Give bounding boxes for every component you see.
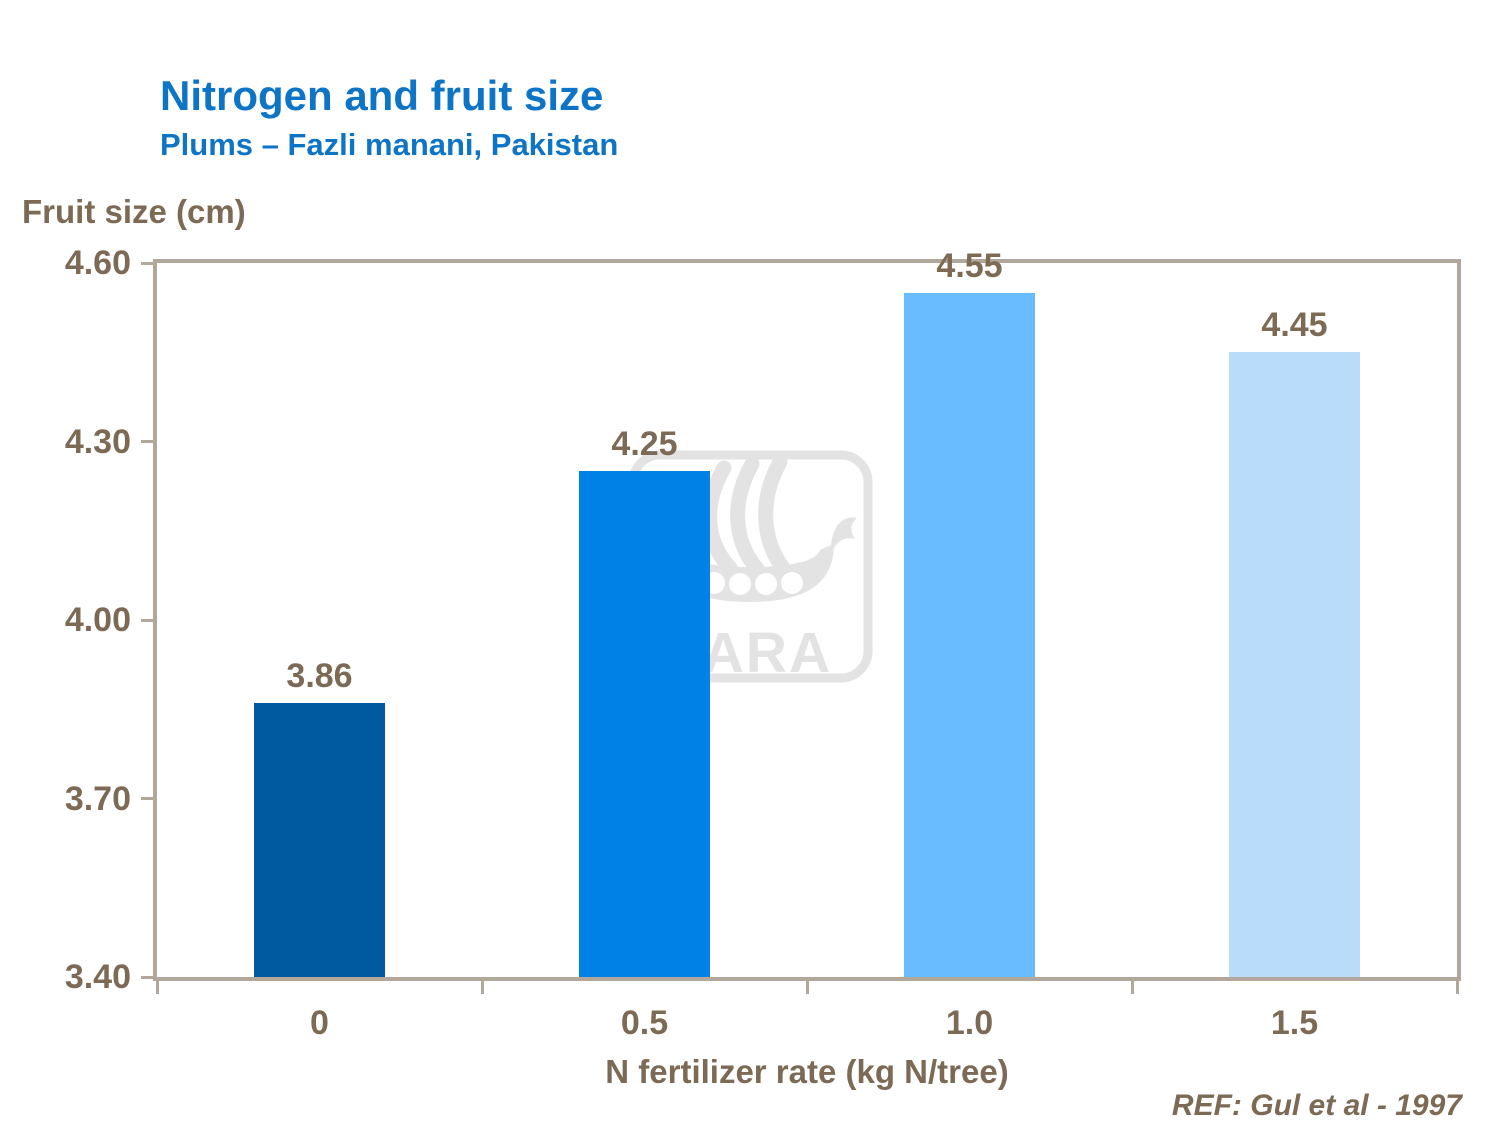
x-tick-label: 1.0 <box>945 1004 994 1042</box>
plot-inner: YARA 3.86 4.25 4.55 4.45 <box>157 247 1457 977</box>
bar-value-label: 4.25 <box>611 425 678 463</box>
x-tick-label: 0 <box>310 1004 329 1042</box>
x-tick-mark <box>1130 981 1134 994</box>
x-tick-mark <box>155 981 159 994</box>
y-tick-label: 3.40 <box>64 958 131 996</box>
y-tick-mark <box>141 618 154 622</box>
bar-value-label: 4.45 <box>1261 306 1328 344</box>
y-tick-label: 4.30 <box>64 422 131 461</box>
x-tick-mark <box>1455 981 1459 994</box>
bar <box>254 703 385 977</box>
reference-citation: REF: Gul et al - 1997 <box>1171 1089 1462 1122</box>
y-tick-mark <box>141 797 154 800</box>
x-tick-mark <box>480 981 484 994</box>
x-tick-mark <box>805 981 809 994</box>
chart-title: Nitrogen and fruit size <box>160 72 604 119</box>
y-tick-label: 4.00 <box>64 601 131 639</box>
y-axis-title: Fruit size (cm) <box>22 193 246 230</box>
y-tick-label: 3.70 <box>64 779 131 818</box>
y-tick-label: 4.60 <box>64 244 131 282</box>
bar <box>904 293 1035 977</box>
bar <box>579 471 710 977</box>
x-tick-label: 0.5 <box>620 1004 669 1042</box>
plot-area: YARA 3.86 4.25 4.55 4.45 <box>153 247 1461 981</box>
y-tick-mark <box>141 975 154 979</box>
y-tick-mark <box>141 440 154 443</box>
bar-value-label: 4.55 <box>936 247 1003 285</box>
x-tick-label: 1.5 <box>1270 1004 1319 1042</box>
chart-subtitle: Plums – Fazli manani, Pakistan <box>160 127 619 162</box>
bar <box>1229 352 1360 977</box>
bar-value-label: 3.86 <box>286 657 353 695</box>
x-axis-title: N fertilizer rate (kg N/tree) <box>605 1053 1009 1090</box>
y-tick-mark <box>141 261 154 265</box>
